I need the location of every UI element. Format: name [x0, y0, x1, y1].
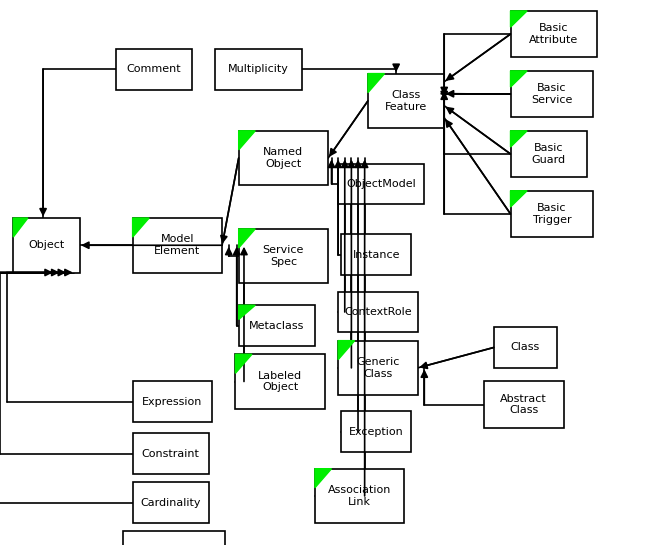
- Bar: [133, 433, 209, 474]
- Bar: [511, 11, 597, 57]
- Bar: [511, 191, 593, 237]
- Bar: [239, 305, 315, 346]
- Bar: [341, 234, 411, 275]
- Text: ObjectModel: ObjectModel: [346, 179, 416, 189]
- Polygon shape: [338, 341, 355, 360]
- Text: Metaclass: Metaclass: [249, 320, 304, 331]
- Text: Object: Object: [29, 240, 64, 250]
- Text: Instance: Instance: [353, 250, 400, 260]
- Text: Basic
Attribute: Basic Attribute: [529, 23, 578, 45]
- Bar: [13, 218, 80, 272]
- Bar: [511, 131, 587, 177]
- Polygon shape: [133, 218, 149, 237]
- Polygon shape: [511, 11, 527, 27]
- Text: Class: Class: [511, 342, 540, 353]
- Text: Abstract
Class: Abstract Class: [501, 394, 547, 415]
- Polygon shape: [239, 131, 255, 150]
- Bar: [341, 411, 411, 452]
- Text: Labeled
Object: Labeled Object: [258, 371, 302, 392]
- Bar: [123, 531, 225, 545]
- Text: Cardinality: Cardinality: [141, 498, 201, 508]
- Text: Class
Feature: Class Feature: [385, 90, 427, 112]
- Polygon shape: [511, 71, 527, 87]
- Bar: [484, 382, 564, 428]
- Text: Named
Object: Named Object: [263, 147, 304, 169]
- Bar: [338, 164, 424, 204]
- Text: Basic
Guard: Basic Guard: [532, 143, 566, 165]
- Bar: [511, 71, 593, 117]
- Text: Basic
Trigger: Basic Trigger: [532, 203, 572, 225]
- Polygon shape: [315, 469, 332, 488]
- Text: Constraint: Constraint: [142, 449, 200, 459]
- Polygon shape: [13, 218, 28, 237]
- Bar: [133, 482, 209, 523]
- Bar: [338, 341, 418, 395]
- Text: Exception: Exception: [349, 427, 404, 437]
- Text: Comment: Comment: [127, 64, 182, 75]
- Bar: [235, 354, 325, 409]
- Polygon shape: [239, 305, 255, 319]
- Text: Expression: Expression: [142, 397, 203, 407]
- Text: Model
Element: Model Element: [154, 234, 200, 256]
- Bar: [116, 49, 192, 90]
- Polygon shape: [239, 229, 255, 248]
- Bar: [133, 382, 212, 422]
- Text: Basic
Service: Basic Service: [531, 83, 573, 105]
- Bar: [215, 49, 302, 90]
- Polygon shape: [511, 131, 527, 147]
- Bar: [133, 218, 222, 272]
- Text: ContextRole: ContextRole: [344, 307, 412, 317]
- Text: Generic
Class: Generic Class: [356, 357, 400, 379]
- Bar: [338, 292, 418, 332]
- Bar: [239, 229, 328, 283]
- Polygon shape: [511, 191, 527, 207]
- Bar: [315, 469, 404, 523]
- Text: Service
Spec: Service Spec: [263, 245, 304, 267]
- Text: Association
Link: Association Link: [328, 485, 391, 507]
- Polygon shape: [368, 74, 385, 93]
- Bar: [239, 131, 328, 185]
- Text: Multiplicity: Multiplicity: [228, 64, 289, 75]
- Polygon shape: [235, 354, 252, 373]
- Bar: [368, 74, 444, 128]
- Bar: [494, 327, 557, 368]
